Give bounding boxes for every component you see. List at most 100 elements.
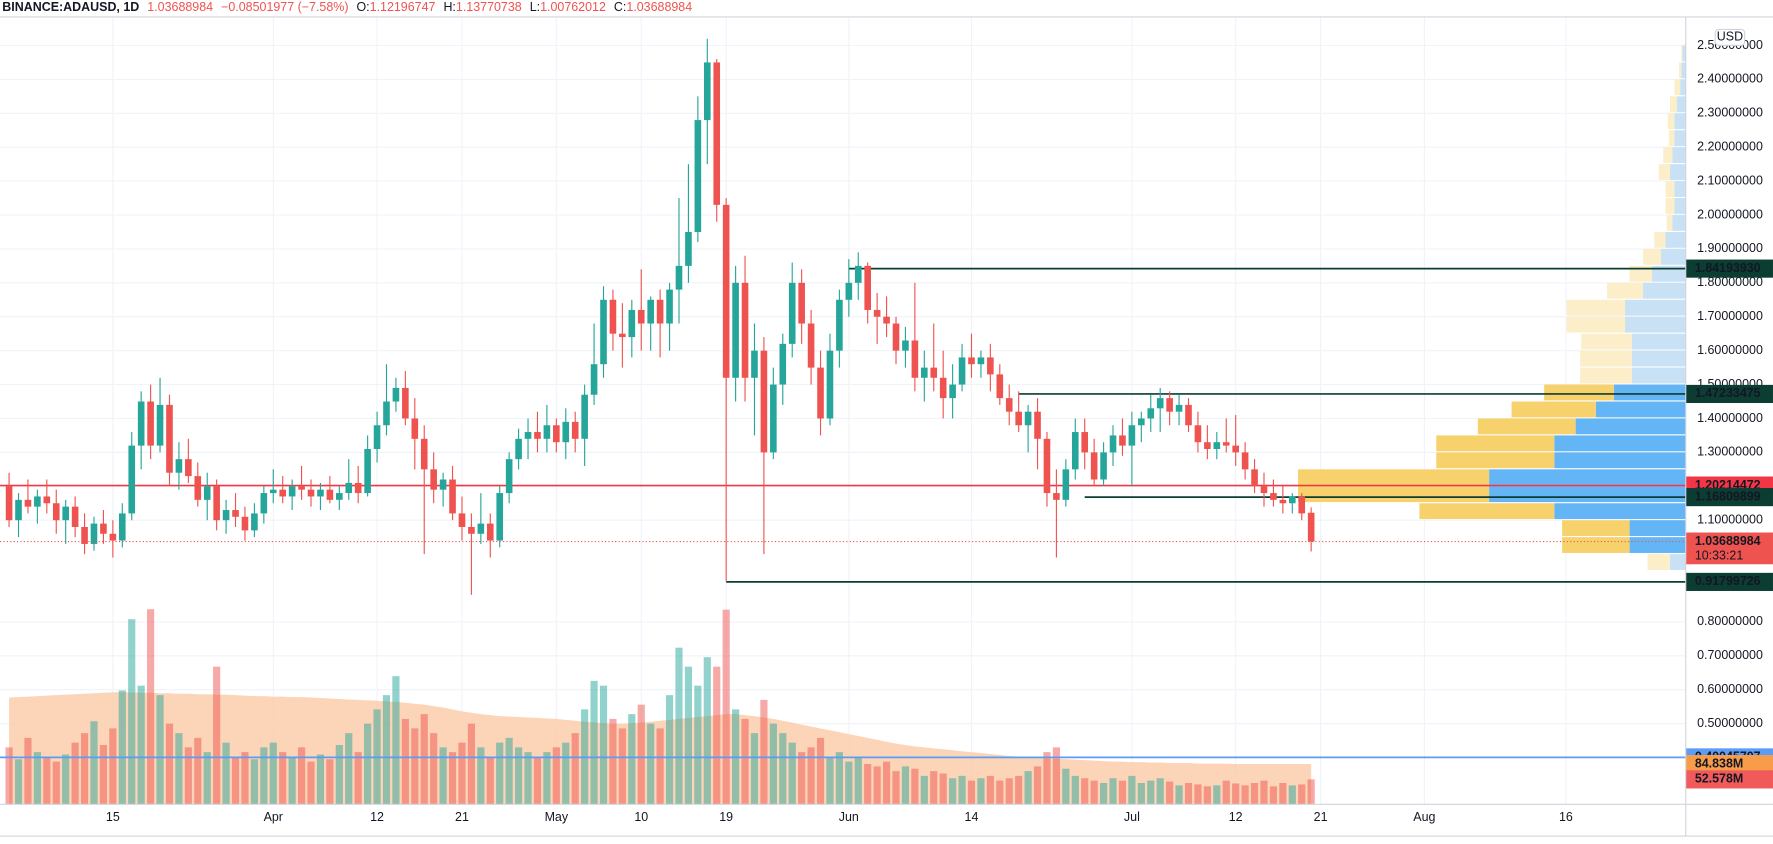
candle-body	[609, 299, 617, 334]
candle-body	[1222, 442, 1230, 446]
candle-body	[524, 432, 532, 439]
volume-bar	[552, 747, 560, 805]
volume-bar	[316, 754, 325, 805]
volume-bar	[1099, 782, 1108, 805]
candle-body	[543, 425, 551, 439]
axis-label: 1.47233475	[1695, 386, 1761, 400]
candle-body	[100, 523, 107, 534]
volume-bar	[911, 768, 919, 805]
volume-bar	[477, 747, 485, 805]
candle-body	[1034, 411, 1041, 439]
candle-body	[458, 513, 466, 527]
volume-bar	[760, 699, 768, 805]
axis-label-box	[1685, 755, 1773, 774]
candle-body	[571, 421, 579, 439]
volume-bar	[543, 752, 551, 805]
volume-bar	[364, 723, 372, 805]
volume-bar	[156, 695, 164, 805]
currency-box[interactable]	[1714, 28, 1746, 46]
axis-label: 1.84193930	[1695, 261, 1761, 275]
candle-body	[15, 499, 22, 521]
candle-body	[260, 493, 268, 514]
candle-body	[402, 387, 409, 419]
candle-body	[1260, 486, 1268, 494]
volume-bar	[741, 718, 749, 805]
candle-body	[1232, 445, 1239, 453]
profile-up	[1681, 62, 1686, 79]
volume-bar	[80, 733, 89, 805]
candle-body	[1270, 493, 1277, 500]
candle-body	[911, 340, 919, 378]
profile-up	[1676, 96, 1686, 113]
volume-bar	[656, 728, 664, 805]
volume-bar	[1043, 752, 1051, 805]
profile-down	[1580, 367, 1632, 384]
x-tick-label: 21	[1314, 810, 1328, 824]
profile-up	[1595, 401, 1686, 418]
volume-bar	[165, 723, 174, 805]
volume-bar	[930, 771, 938, 805]
candle-body	[1298, 496, 1306, 514]
candle-body	[1090, 452, 1098, 480]
axis-label-box	[1685, 770, 1773, 789]
volume-bar	[411, 728, 419, 805]
candle-body	[1100, 452, 1107, 480]
profile-up	[1489, 469, 1686, 486]
currency[interactable]: USD	[1717, 30, 1743, 44]
ohlc-label: O:	[356, 0, 369, 14]
volume-bar	[779, 733, 787, 805]
profile-up	[1680, 79, 1686, 96]
candle-body	[486, 523, 494, 541]
profile-down	[1670, 96, 1677, 113]
volume-bar	[1081, 778, 1089, 805]
axis-label: 0.91799726	[1695, 574, 1761, 588]
volume-bar	[637, 704, 645, 805]
candle-body	[1071, 432, 1079, 470]
candle-body	[52, 503, 60, 521]
candle-body	[637, 309, 645, 324]
candle-body	[411, 418, 419, 439]
axis-label-box	[1685, 572, 1773, 591]
ohlc-label: H:	[443, 0, 455, 14]
x-tick-label: 14	[965, 810, 979, 824]
candle-body	[553, 425, 560, 443]
candle-body	[24, 499, 32, 507]
volume-bar	[713, 666, 721, 805]
candle-body	[600, 299, 607, 365]
candle-body	[1241, 452, 1249, 470]
candle-body	[128, 445, 136, 514]
volume-bar	[599, 685, 608, 805]
volume-bar	[1279, 782, 1287, 805]
candle-body	[90, 523, 98, 544]
volume-bar	[203, 752, 211, 805]
profile-up	[1629, 520, 1686, 537]
volume-bar	[222, 742, 230, 805]
volume-bar	[562, 742, 570, 805]
volume-bar	[1062, 768, 1070, 805]
volume-bar	[175, 733, 183, 805]
candle-body	[836, 299, 843, 351]
profile-down	[1436, 435, 1555, 452]
profile-down	[1477, 418, 1576, 435]
volume-bar	[71, 742, 79, 805]
candle-body	[685, 231, 692, 266]
volume-bar	[788, 742, 796, 805]
profile-down	[1629, 265, 1653, 282]
candle-body	[449, 479, 456, 514]
volume-bar	[920, 775, 928, 805]
volume-bar	[1260, 780, 1268, 805]
ohlc-value: 1.12196747	[370, 0, 436, 14]
x-tick-label: 12	[370, 810, 384, 824]
y-tick-label: 2.40000000	[1697, 72, 1763, 86]
volume-bar	[1137, 782, 1145, 805]
y-tick-label: 2.20000000	[1697, 139, 1763, 153]
candle-body	[298, 486, 305, 490]
axis-label-box	[1685, 259, 1773, 278]
volume-bar	[722, 609, 730, 805]
volume-bar	[882, 761, 891, 805]
profile-down	[1581, 333, 1632, 350]
y-tick-label: 1.80000000	[1697, 275, 1763, 289]
profile-up	[1629, 537, 1686, 553]
volume-bar	[675, 647, 683, 805]
y-tick-label: 1.60000000	[1697, 343, 1763, 357]
